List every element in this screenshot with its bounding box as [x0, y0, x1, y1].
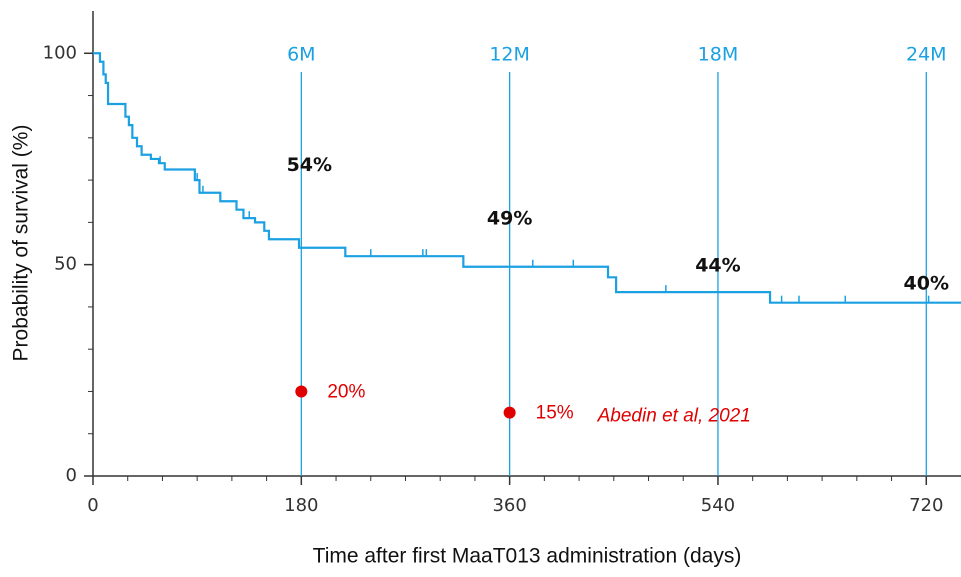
y-tick-label: 100	[43, 42, 77, 63]
survival-label: 40%	[904, 272, 949, 294]
x-tick-label: 180	[284, 495, 318, 516]
survival-label: 49%	[487, 207, 532, 229]
y-tick-label: 0	[66, 465, 77, 486]
reference-label: 15%	[536, 403, 574, 424]
x-tick-label: 540	[701, 495, 735, 516]
survival-label: 44%	[695, 255, 740, 277]
survival-label: 54%	[287, 154, 332, 176]
x-tick-label: 360	[492, 495, 526, 516]
reference-label: 20%	[327, 381, 365, 402]
y-axis-label: Probability of survival (%)	[10, 125, 33, 362]
milestone-label: 6M	[287, 44, 315, 66]
reference-point	[295, 385, 308, 398]
reference-point	[503, 406, 516, 419]
milestone-label: 24M	[906, 44, 947, 66]
survival-curve	[93, 52, 961, 304]
milestone-label: 18M	[698, 44, 739, 66]
citation: Abedin et al, 2021	[597, 406, 751, 427]
milestone-label: 12M	[489, 44, 530, 66]
x-axis-label: Time after first MaaT013 administration …	[313, 545, 742, 568]
y-tick-label: 50	[54, 254, 77, 275]
x-tick-label: 0	[87, 495, 98, 516]
x-tick-label: 720	[909, 495, 943, 516]
